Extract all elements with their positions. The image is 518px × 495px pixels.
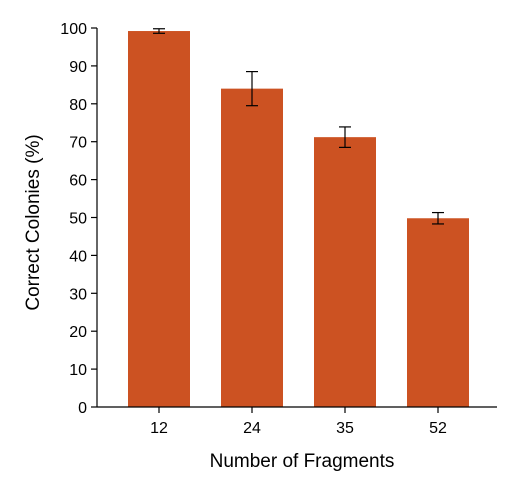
bar <box>128 31 190 407</box>
bar <box>407 218 469 407</box>
y-tick-label: 100 <box>60 21 87 38</box>
y-tick-label: 20 <box>69 324 87 341</box>
y-ticks: 0 10 20 30 40 50 60 70 80 90 100 <box>60 21 97 417</box>
x-tick-label: 52 <box>429 420 447 437</box>
y-axis-title: Correct Colonies (%) <box>23 134 44 310</box>
bar <box>314 137 376 408</box>
y-tick-label: 30 <box>69 286 87 303</box>
y-tick-label: 90 <box>69 59 87 76</box>
y-tick-label: 40 <box>69 248 87 265</box>
y-tick-label: 50 <box>69 211 87 228</box>
x-ticks: 12 24 35 52 <box>150 407 447 437</box>
y-tick-label: 0 <box>78 400 87 417</box>
y-tick-label: 70 <box>69 135 87 152</box>
x-tick-label: 35 <box>336 420 354 437</box>
bar <box>221 88 283 407</box>
x-axis-title: Number of Fragments <box>210 451 395 472</box>
y-tick-label: 10 <box>69 362 87 379</box>
x-tick-label: 24 <box>243 420 261 437</box>
error-bars-layer <box>153 28 444 225</box>
y-tick-label: 60 <box>69 173 87 190</box>
y-tick-label: 80 <box>69 97 87 114</box>
bars-layer <box>128 31 469 408</box>
x-tick-label: 12 <box>150 420 168 437</box>
